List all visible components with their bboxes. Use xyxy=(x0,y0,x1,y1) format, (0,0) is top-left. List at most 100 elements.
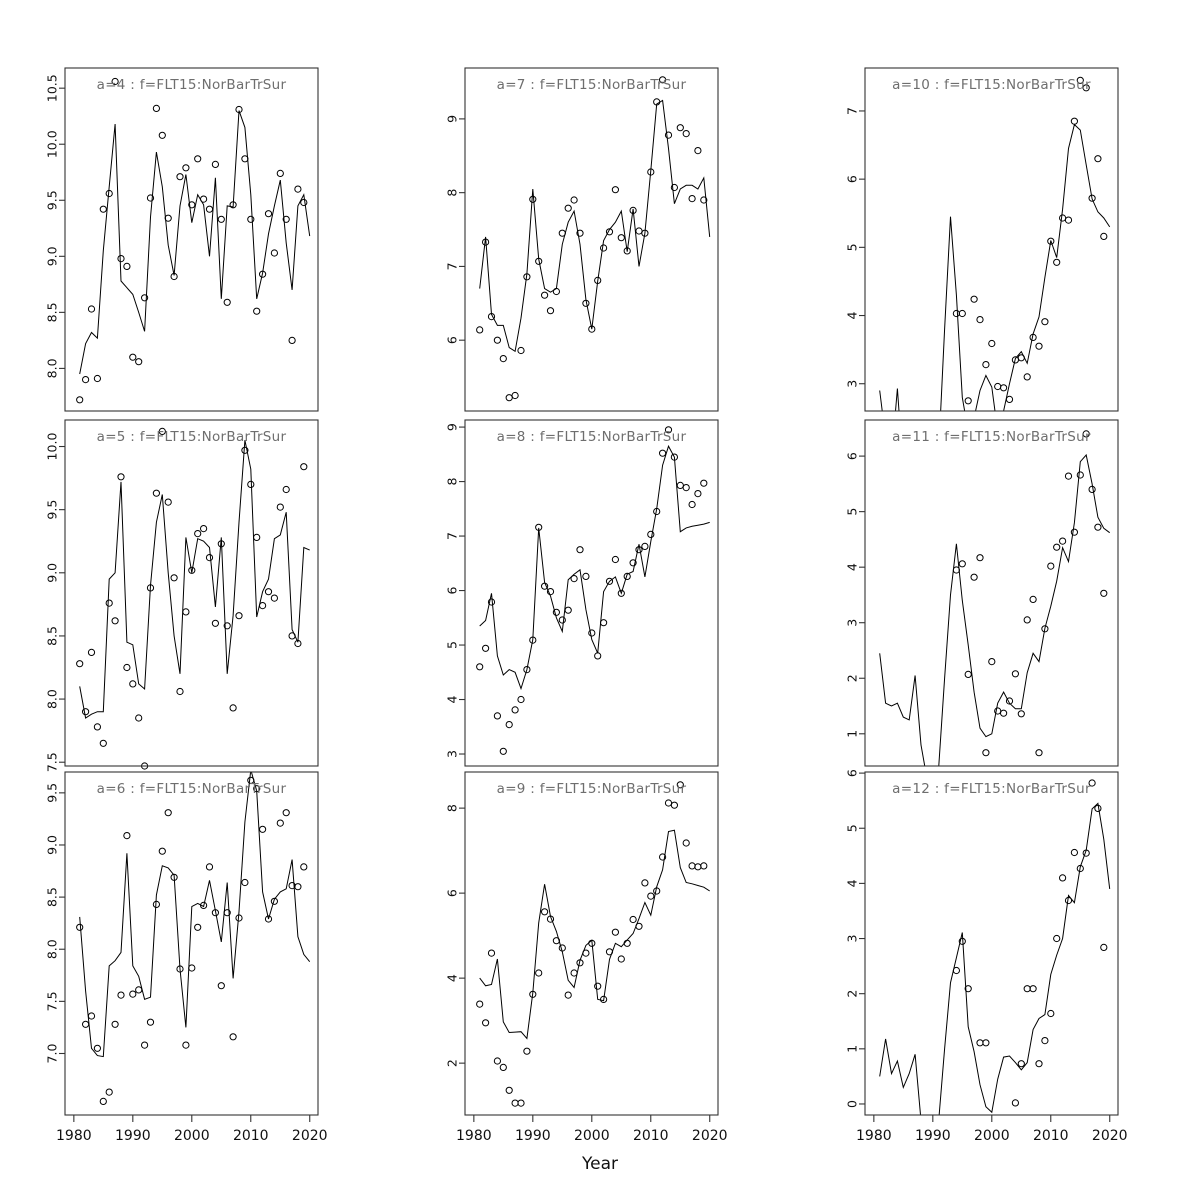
obs-point xyxy=(247,776,255,784)
obs-point xyxy=(635,546,643,554)
obs-point xyxy=(600,244,608,252)
obs-point xyxy=(158,427,166,435)
obs-point xyxy=(300,198,308,207)
panel-a5: 7.5 8.0 8.5 9.0 9.5 10.0 xyxy=(44,419,319,772)
y-tick-label: 2 xyxy=(844,990,859,998)
y-tick-label: 3 xyxy=(444,750,459,758)
obs-point xyxy=(259,825,267,833)
obs-point xyxy=(205,554,214,562)
obs-point xyxy=(588,629,596,637)
panel-a6: 7.0 7.5 8.0 8.5 9.0 9.5 1980 1990 2000 2010 2020 xyxy=(44,771,328,1144)
obs-point xyxy=(241,155,249,163)
x-tick-label: 2020 xyxy=(692,1128,728,1144)
fit-line-a11 xyxy=(879,453,1110,766)
obs-point xyxy=(1053,543,1061,551)
obs-point xyxy=(170,272,178,281)
obs-point xyxy=(294,185,302,193)
obs-point xyxy=(123,663,131,672)
obs-point xyxy=(605,228,614,236)
obs-point xyxy=(511,391,519,400)
obs-point xyxy=(647,530,655,539)
obs-point xyxy=(82,708,90,716)
y-tick-label: 6 xyxy=(844,452,859,460)
obs-point xyxy=(93,374,102,383)
obs-point xyxy=(241,446,249,454)
panel-border xyxy=(464,771,719,1116)
obs-point xyxy=(164,498,172,506)
y-tick-label: 9 xyxy=(444,423,459,431)
panel-border xyxy=(64,771,319,1116)
obs-point xyxy=(653,507,661,516)
obs-point xyxy=(111,1020,119,1028)
y-tick-label: 6 xyxy=(444,587,459,595)
fit-line-a7 xyxy=(479,99,711,353)
obs-point xyxy=(1100,943,1108,952)
x-tick-label: 1980 xyxy=(856,1128,892,1144)
obs-point xyxy=(535,523,543,531)
obs-point xyxy=(1082,84,1090,92)
y-tick-label: 7 xyxy=(444,532,459,540)
y-tick-label: 3 xyxy=(844,619,859,627)
obs-point xyxy=(1011,670,1020,678)
obs-point xyxy=(529,195,537,203)
obs-point xyxy=(1029,595,1037,604)
panel-border xyxy=(64,67,319,412)
fit-line-a10 xyxy=(879,123,1111,411)
obs-point xyxy=(1005,395,1014,403)
obs-point xyxy=(200,525,208,533)
obs-point xyxy=(223,298,231,306)
y-tick-label: 6 xyxy=(444,889,459,897)
obs-point xyxy=(264,915,273,923)
obs-point xyxy=(623,939,631,947)
y-tick-label: 6 xyxy=(844,175,859,183)
obs-point xyxy=(129,990,137,998)
obs-point xyxy=(276,503,284,511)
obs-point xyxy=(558,229,566,237)
y-tick-label: 9.0 xyxy=(44,563,59,583)
obs-point xyxy=(541,291,549,299)
panel-border xyxy=(864,771,1119,1116)
obs-point xyxy=(594,652,602,660)
obs-point xyxy=(600,995,608,1004)
obs-point xyxy=(517,346,525,355)
obs-point xyxy=(499,747,507,755)
obs-point xyxy=(194,530,202,538)
obs-point xyxy=(493,712,501,720)
obs-point xyxy=(664,131,673,139)
fit-line-a8 xyxy=(479,444,710,691)
obs-point xyxy=(247,480,255,488)
obs-point xyxy=(211,160,219,168)
obs-point xyxy=(99,205,107,213)
obs-point xyxy=(123,262,131,270)
obs-point xyxy=(688,195,696,203)
obs-point xyxy=(146,1018,155,1026)
obs-point xyxy=(1064,216,1073,224)
x-tick-label: 1990 xyxy=(515,1128,551,1144)
obs-point xyxy=(99,1097,107,1106)
obs-point xyxy=(605,577,614,585)
obs-point xyxy=(1047,562,1055,570)
obs-point xyxy=(294,883,302,891)
obs-point xyxy=(523,666,531,674)
obs-point xyxy=(264,210,273,218)
x-tick-label: 2010 xyxy=(233,1128,269,1144)
obs-point xyxy=(552,608,561,616)
obs-point xyxy=(1029,985,1037,993)
obs-point xyxy=(1017,1060,1025,1068)
obs-point xyxy=(629,559,637,567)
obs-point xyxy=(111,617,119,625)
obs-point xyxy=(87,1012,96,1020)
obs-point xyxy=(958,937,966,945)
obs-point xyxy=(505,1086,513,1094)
obs-point xyxy=(93,1044,102,1052)
obs-point xyxy=(1070,117,1079,125)
obs-point xyxy=(505,721,513,729)
obs-point xyxy=(1041,318,1049,326)
obs-point xyxy=(499,355,507,363)
obs-point xyxy=(182,608,190,616)
obs-point xyxy=(982,749,990,757)
obs-point xyxy=(1023,985,1031,993)
obs-point xyxy=(288,632,296,640)
panel-a10: 3 4 5 6 7 xyxy=(844,67,1119,412)
x-tick-label: 2000 xyxy=(174,1128,210,1144)
